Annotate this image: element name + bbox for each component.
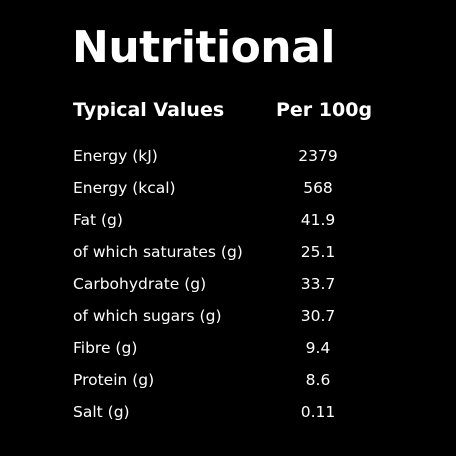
row-value: 568 xyxy=(303,179,333,197)
column-header-per-100g: Per 100g xyxy=(276,99,373,121)
row-value: 9.4 xyxy=(305,339,331,357)
row-label: Protein (g) xyxy=(73,371,155,389)
table-row-carbohydrate: Carbohydrate (g) 33.7 xyxy=(73,272,373,304)
row-label: of which saturates (g) xyxy=(73,243,243,261)
table-row-salt: Salt (g) 0.11 xyxy=(73,400,373,432)
nutrition-table: Energy (kJ) 2379 Energy (kcal) 568 Fat (… xyxy=(73,144,373,432)
row-value: 41.9 xyxy=(300,211,336,229)
row-label: Salt (g) xyxy=(73,403,130,421)
row-value: 25.1 xyxy=(300,243,336,261)
column-header-typical-values: Typical Values xyxy=(73,99,225,121)
table-row-sugars: of which sugars (g) 30.7 xyxy=(73,304,373,336)
row-value: 0.11 xyxy=(300,403,336,421)
page-title: Nutritional xyxy=(72,22,335,73)
row-label: Energy (kcal) xyxy=(73,179,176,197)
row-label: Carbohydrate (g) xyxy=(73,275,207,293)
table-row-fibre: Fibre (g) 9.4 xyxy=(73,336,373,368)
row-value: 8.6 xyxy=(305,371,331,389)
table-row-energy-kj: Energy (kJ) 2379 xyxy=(73,144,373,176)
table-row-protein: Protein (g) 8.6 xyxy=(73,368,373,400)
row-value: 2379 xyxy=(298,147,338,165)
table-row-energy-kcal: Energy (kcal) 568 xyxy=(73,176,373,208)
row-label: Energy (kJ) xyxy=(73,147,158,165)
row-label: Fat (g) xyxy=(73,211,123,229)
table-row-fat: Fat (g) 41.9 xyxy=(73,208,373,240)
row-value: 30.7 xyxy=(300,307,336,325)
row-value: 33.7 xyxy=(300,275,336,293)
table-row-saturates: of which saturates (g) 25.1 xyxy=(73,240,373,272)
row-label: Fibre (g) xyxy=(73,339,138,357)
row-label: of which sugars (g) xyxy=(73,307,222,325)
